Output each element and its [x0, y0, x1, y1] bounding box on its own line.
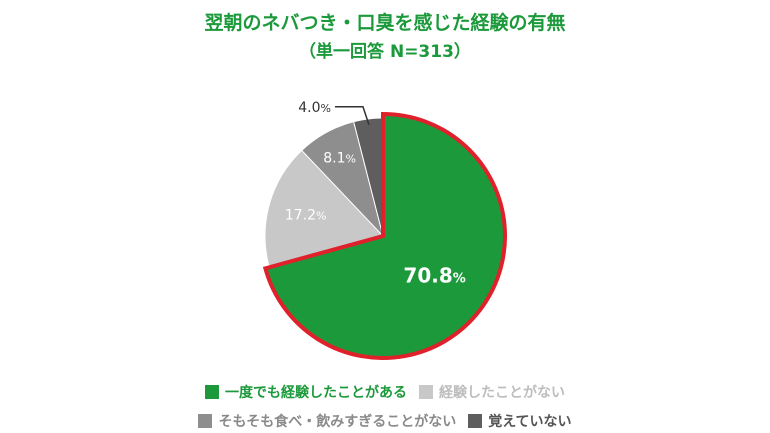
data-label-experienced: 70.8%	[403, 263, 465, 287]
legend-item-dont-remember: 覚えていない	[468, 411, 572, 431]
leader-line-dont-remember	[334, 106, 370, 126]
chart-subtitle: （単一回答 N=313）	[299, 42, 471, 62]
legend-item-experienced: 一度でも経験したことがある	[205, 382, 407, 402]
pie-chart: 70.8% 17.2% 8.1% 4.0%	[262, 100, 507, 360]
legend-label-never: 経験したことがない	[439, 385, 565, 401]
data-label-dont-remember: 4.0%	[298, 100, 331, 116]
data-label-no-overeating: 8.1%	[323, 150, 356, 166]
legend-swatch-experienced	[205, 385, 219, 399]
legend-label-dont-remember: 覚えていない	[488, 414, 572, 430]
data-label-never: 17.2%	[285, 207, 327, 223]
legend-row-2: そもそも食べ・飲みすぎることがない 覚えていない	[0, 411, 770, 431]
legend-label-no-overeating: そもそも食べ・飲みすぎることがない	[218, 414, 457, 430]
legend-row-1: 一度でも経験したことがある 経験したことがない	[0, 382, 770, 402]
chart-title: 翌朝のネバつき・口臭を感じた経験の有無	[204, 12, 566, 34]
pie-slice-experienced	[262, 111, 507, 360]
legend-item-no-overeating: そもそも食べ・飲みすぎることがない	[198, 411, 456, 431]
legend-swatch-never	[419, 385, 433, 399]
legend-item-never: 経験したことがない	[419, 382, 565, 402]
pie-slice-never	[264, 149, 384, 268]
legend-swatch-no-overeating	[198, 414, 213, 428]
legend-label-experienced: 一度でも経験したことがある	[225, 385, 407, 401]
legend-swatch-dont-remember	[468, 414, 483, 428]
